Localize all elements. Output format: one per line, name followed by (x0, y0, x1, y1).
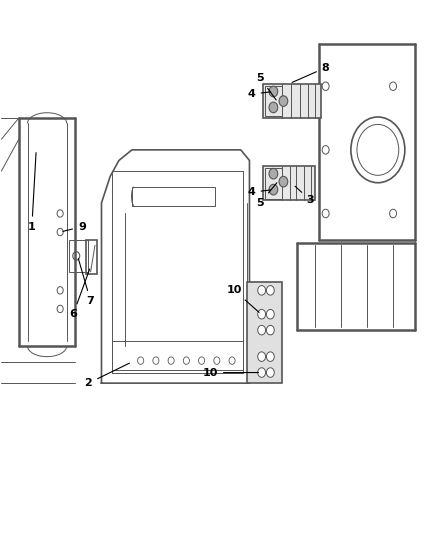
Circle shape (266, 352, 274, 361)
Text: 5: 5 (257, 73, 276, 100)
Text: 6: 6 (69, 269, 90, 319)
Circle shape (269, 102, 278, 113)
Text: 5: 5 (257, 183, 277, 208)
Circle shape (258, 310, 265, 319)
Circle shape (266, 325, 274, 335)
Text: 9: 9 (63, 222, 86, 232)
Bar (86, 240, 97, 274)
Circle shape (269, 184, 278, 195)
Circle shape (258, 325, 265, 335)
Text: 3: 3 (295, 186, 314, 205)
Bar (132, 187, 215, 206)
Bar (113, 341, 243, 370)
Circle shape (279, 96, 288, 107)
Text: 4: 4 (248, 187, 271, 197)
Bar (262, 166, 315, 200)
Bar (262, 84, 321, 118)
Circle shape (258, 368, 265, 377)
Bar (265, 168, 282, 199)
Circle shape (269, 168, 278, 179)
Text: 1: 1 (28, 152, 36, 232)
Circle shape (269, 86, 278, 97)
Text: 10: 10 (203, 368, 258, 377)
Bar (265, 86, 282, 116)
Circle shape (279, 176, 288, 187)
Bar (69, 240, 88, 272)
Circle shape (266, 286, 274, 295)
Circle shape (258, 286, 265, 295)
Text: 4: 4 (248, 89, 271, 99)
Bar (247, 282, 282, 383)
Circle shape (266, 368, 274, 377)
Text: 8: 8 (292, 63, 329, 83)
Text: 2: 2 (85, 363, 130, 388)
Text: 10: 10 (226, 285, 259, 312)
Text: 7: 7 (78, 259, 95, 306)
Circle shape (266, 310, 274, 319)
Circle shape (258, 352, 265, 361)
